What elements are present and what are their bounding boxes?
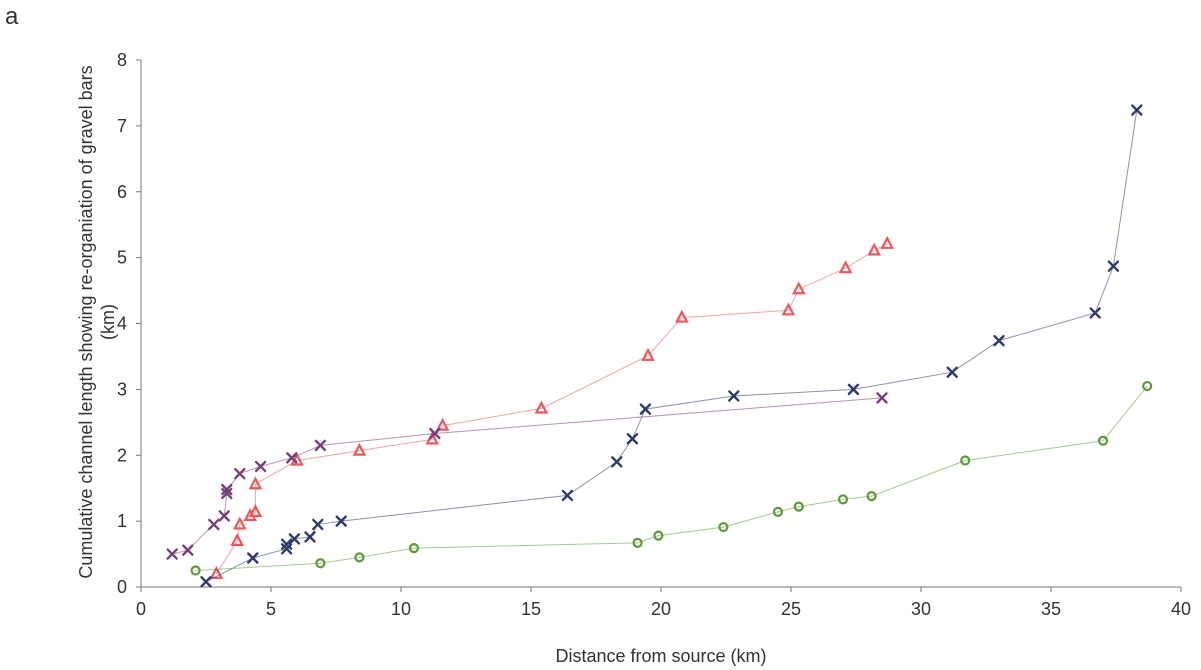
data-point xyxy=(166,548,178,560)
y-tick-label: 3 xyxy=(117,379,127,399)
data-point xyxy=(354,552,365,563)
data-point xyxy=(182,544,194,556)
data-point xyxy=(230,533,245,546)
y-tick-label: 5 xyxy=(117,248,127,268)
data-point xyxy=(234,467,246,480)
y-tick-label: 0 xyxy=(117,577,127,597)
x-tick-label: 0 xyxy=(136,599,146,619)
y-tick-label: 6 xyxy=(117,182,127,202)
data-point xyxy=(288,533,301,545)
data-point xyxy=(248,504,263,518)
data-point xyxy=(408,543,420,554)
x-ticks: 0 5 10 15 20 25 30 35 40 xyxy=(136,587,1191,619)
y-tick-label: 1 xyxy=(117,511,127,531)
data-point xyxy=(876,392,888,404)
data-point xyxy=(1097,435,1109,446)
data-point xyxy=(674,309,689,323)
data-point xyxy=(718,521,729,533)
x-tick-label: 35 xyxy=(1041,599,1061,619)
data-point xyxy=(626,433,639,445)
data-point xyxy=(772,506,784,518)
series-line xyxy=(205,110,1138,583)
data-point xyxy=(247,552,259,564)
data-point xyxy=(838,260,853,274)
series-3 xyxy=(200,104,1143,588)
series-2 xyxy=(166,392,888,560)
y-axis-label: Cumulative channel length showing re-org… xyxy=(76,65,118,578)
data-point xyxy=(866,490,877,502)
x-tick-label: 20 xyxy=(651,599,671,619)
data-point xyxy=(232,516,247,530)
data-point xyxy=(254,460,267,473)
data-point xyxy=(641,347,655,361)
data-point xyxy=(867,242,882,256)
data-point xyxy=(209,565,224,579)
x-tick-label: 15 xyxy=(521,599,541,619)
data-point xyxy=(534,400,549,414)
data-point xyxy=(190,565,201,576)
data-point xyxy=(312,518,324,531)
data-point xyxy=(960,455,971,466)
data-point xyxy=(946,366,958,378)
y-tick-label: 8 xyxy=(117,50,127,70)
data-point xyxy=(993,334,1005,347)
x-tick-label: 40 xyxy=(1171,599,1191,619)
series-layer xyxy=(166,104,1153,588)
data-point xyxy=(639,403,652,415)
data-point xyxy=(218,510,230,522)
data-point xyxy=(728,390,740,402)
data-point xyxy=(280,538,293,550)
series-4 xyxy=(190,380,1153,576)
data-point xyxy=(221,487,233,500)
data-point xyxy=(611,456,623,468)
data-point xyxy=(208,518,220,531)
data-point xyxy=(315,558,326,569)
x-tick-label: 30 xyxy=(911,599,931,619)
data-point xyxy=(352,442,367,456)
data-point xyxy=(837,494,849,505)
data-point xyxy=(304,531,316,543)
data-point xyxy=(1089,307,1101,319)
x-tick-label: 10 xyxy=(391,599,411,619)
y-axis-label-line-2: (km) xyxy=(98,304,118,340)
data-point xyxy=(653,530,664,541)
data-point xyxy=(561,489,574,502)
series-line xyxy=(172,397,883,555)
data-point xyxy=(791,281,806,295)
data-point xyxy=(221,483,233,496)
data-point xyxy=(429,427,441,440)
data-point xyxy=(632,537,643,548)
panel-label: a xyxy=(5,3,19,30)
y-tick-label: 7 xyxy=(117,116,127,136)
series-line xyxy=(195,385,1148,571)
x-tick-label: 5 xyxy=(266,599,276,619)
y-axis-label-line-1: Cumulative channel length showing re-org… xyxy=(76,65,96,578)
series-1 xyxy=(209,235,895,579)
y-tick-label: 4 xyxy=(117,314,127,334)
data-point xyxy=(286,452,298,464)
x-axis-label: Distance from source (km) xyxy=(555,646,766,666)
x-tick-label: 25 xyxy=(781,599,801,619)
y-ticks: 0 1 2 3 4 5 6 7 8 xyxy=(117,50,141,597)
data-point xyxy=(1142,380,1153,392)
data-point xyxy=(880,235,895,249)
data-point xyxy=(314,439,327,452)
data-point xyxy=(847,383,860,396)
data-point xyxy=(781,302,796,316)
y-tick-label: 2 xyxy=(117,445,127,465)
data-point xyxy=(335,515,347,527)
data-point xyxy=(435,417,450,431)
axes: 0 5 10 15 20 25 30 35 40 0 1 2 3 4 5 6 7 8 xyxy=(117,50,1191,619)
data-point xyxy=(793,501,804,512)
data-point xyxy=(248,476,263,490)
data-point xyxy=(1107,260,1120,272)
data-point xyxy=(200,576,212,588)
data-point xyxy=(1131,104,1143,116)
